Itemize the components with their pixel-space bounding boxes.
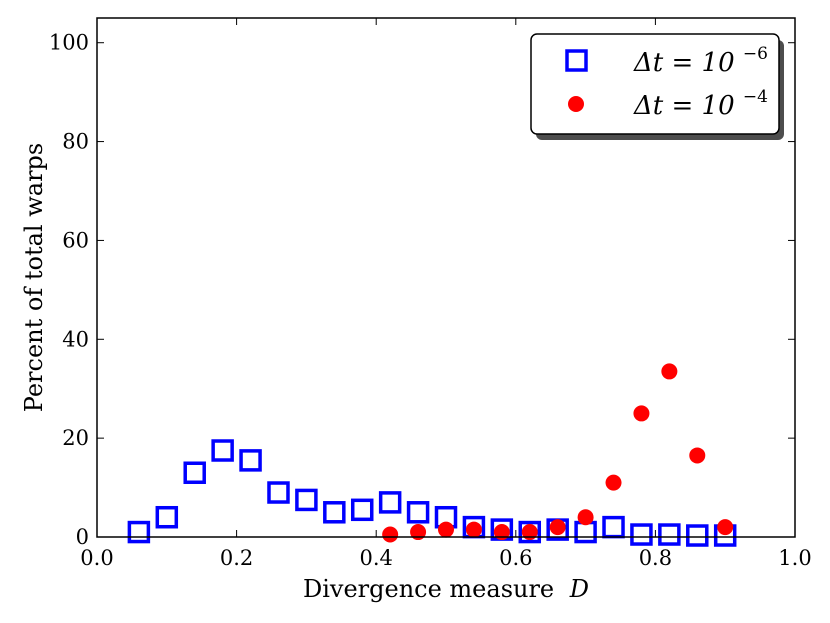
data-point-square [574, 520, 597, 544]
data-point-circle [633, 405, 650, 422]
data-point-square [686, 524, 709, 547]
data-point-square [239, 449, 262, 472]
data-point-square [378, 491, 402, 514]
x-tick-label: 0.0 [80, 546, 113, 570]
y-tick-label: 100 [49, 31, 89, 55]
data-point-circle [717, 519, 734, 536]
data-point-square [155, 505, 179, 529]
data-point-square [295, 488, 318, 512]
y-tick-label: 60 [62, 228, 89, 252]
plot-series [127, 363, 737, 547]
legend-label-exponent: −6 [743, 44, 768, 64]
legend-label-base: Δt = 10 [633, 48, 735, 78]
data-point-circle [493, 524, 510, 541]
y-tick-label: 80 [62, 130, 89, 154]
legend-box [530, 33, 780, 135]
legend-label-base: Δt = 10 [633, 91, 735, 121]
legend-label-dt-1e-6: Δt = 10 −6 [633, 44, 768, 78]
y-tick-label: 40 [62, 327, 89, 351]
y-axis-label: Percent of total warps [20, 143, 48, 412]
data-point-circle [577, 509, 594, 526]
data-point-square [323, 501, 346, 524]
y-tick-label: 20 [62, 426, 89, 450]
data-point-square [183, 461, 206, 484]
data-point-circle [521, 524, 538, 541]
data-point-square [350, 498, 374, 522]
legend-label-dt-1e-4: Δt = 10 −4 [633, 87, 768, 121]
data-point-circle [382, 526, 399, 543]
data-point-circle [661, 363, 678, 380]
data-point-square [518, 520, 542, 544]
x-tick-label: 1.0 [778, 546, 811, 570]
x-axis-ticks: 0.0 0.2 0.4 0.6 0.8 1.0 [80, 18, 812, 570]
x-tick-label: 0.2 [220, 546, 253, 570]
legend-label-exponent: −4 [743, 87, 768, 107]
x-axis-label-variable: D [569, 575, 589, 603]
data-point-circle [410, 524, 427, 541]
y-tick-label: 0 [76, 525, 89, 549]
legend-marker-open-square [565, 49, 588, 72]
data-point-square [602, 515, 625, 539]
data-point-square [127, 520, 151, 544]
data-point-circle [438, 521, 454, 538]
legend: Δt = 10 −6 Δt = 10 −4 [530, 33, 784, 140]
plot-area-frame [96, 17, 796, 538]
x-tick-label: 0.6 [499, 546, 532, 570]
x-axis-label-text: Divergence measure [303, 575, 554, 603]
x-tick-label: 0.4 [359, 546, 392, 570]
x-tick-label: 0.8 [639, 546, 672, 570]
legend-marker-filled-circle [568, 96, 584, 112]
data-point-square [267, 481, 290, 504]
data-point-square [630, 523, 653, 546]
data-point-square [211, 439, 234, 462]
data-point-square [406, 501, 430, 524]
y-axis-ticks: 0 20 40 60 80 100 [49, 31, 795, 549]
data-point-square [658, 523, 681, 546]
data-point-circle [465, 521, 482, 538]
data-point-circle [549, 519, 566, 536]
x-axis-label: Divergence measure D [303, 575, 589, 603]
data-point-circle [689, 447, 706, 464]
data-point-circle [605, 474, 622, 491]
